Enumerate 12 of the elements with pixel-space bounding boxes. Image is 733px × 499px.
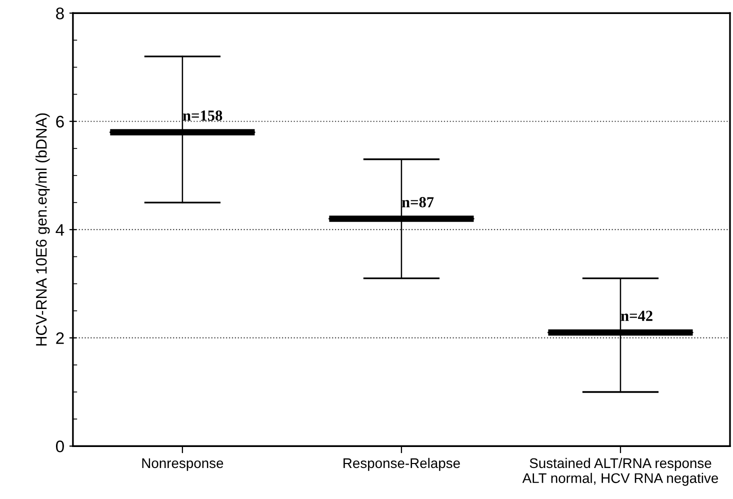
- x-tick-label: Sustained ALT/RNA response ALT normal, HCV RNA negative: [522, 458, 718, 486]
- y-tick-label: 2: [56, 332, 64, 344]
- annotation: n=87: [402, 197, 434, 208]
- y-tick-label: 6: [56, 116, 64, 128]
- x-tick-label: Response-Relapse: [344, 458, 460, 471]
- y-axis-title: HCV-RNA 10E6 gen.eq/ml (bDNA): [36, 113, 50, 346]
- y-tick-label: 4: [56, 224, 64, 236]
- annotation: n=158: [182, 110, 222, 121]
- annotation: n=42: [620, 310, 652, 321]
- y-tick-label: 0: [56, 440, 64, 452]
- x-tick-label: Nonresponse: [142, 458, 224, 471]
- y-tick-label: 8: [56, 8, 64, 20]
